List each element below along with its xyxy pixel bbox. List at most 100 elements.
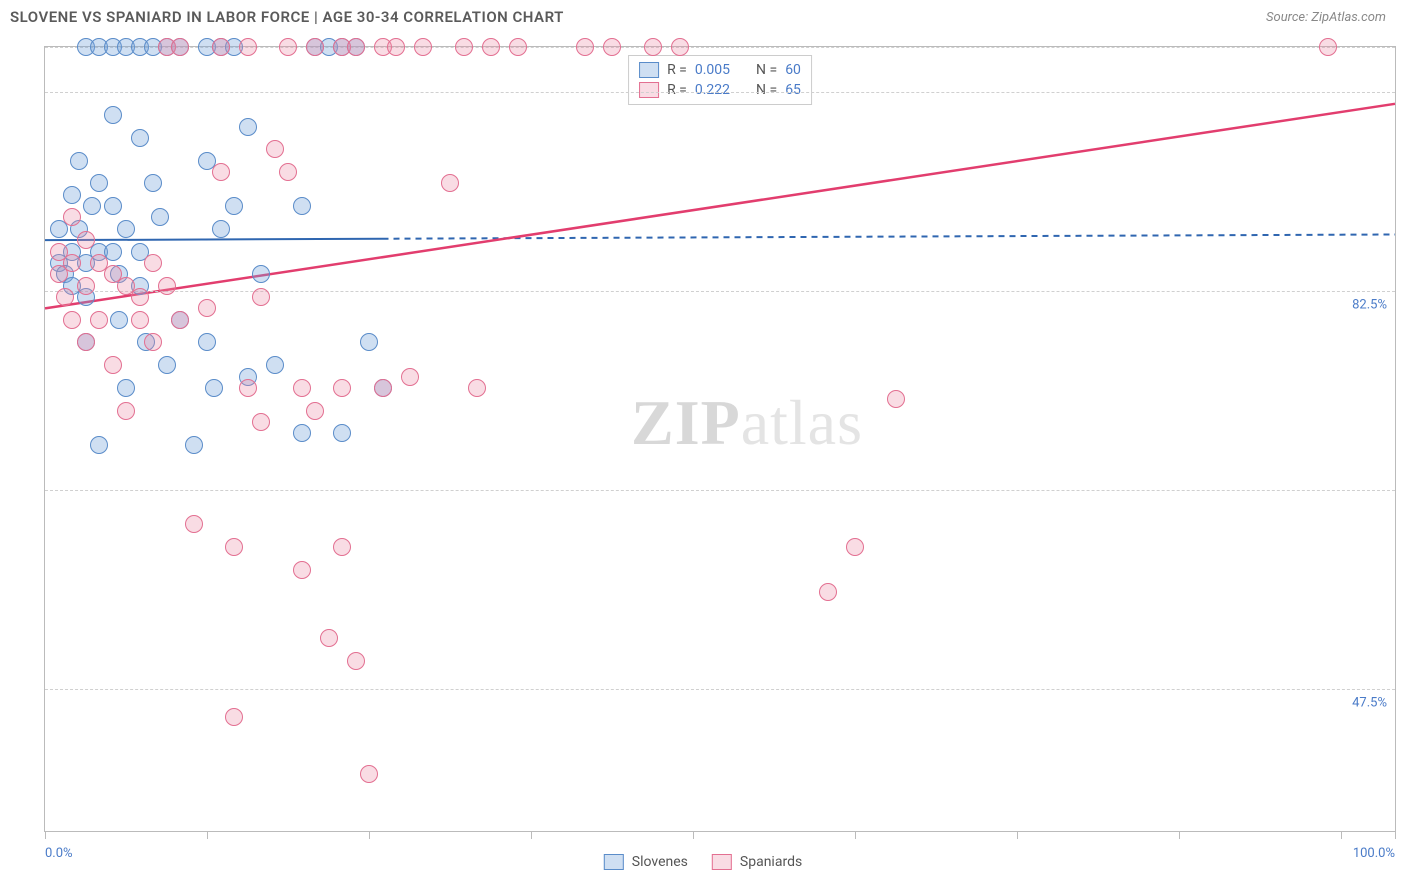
data-point	[846, 538, 864, 556]
data-point	[347, 652, 365, 670]
data-point	[279, 38, 297, 56]
watermark-bold: ZIP	[631, 387, 741, 458]
data-point	[117, 379, 135, 397]
data-point	[104, 106, 122, 124]
chart-title: SLOVENE VS SPANIARD IN LABOR FORCE | AGE…	[10, 8, 564, 26]
data-point	[306, 38, 324, 56]
gridline	[45, 291, 1395, 292]
trend-line-dashed	[383, 234, 1396, 238]
data-point	[239, 118, 257, 136]
data-point	[509, 38, 527, 56]
source-attribution: Source: ZipAtlas.com	[1266, 10, 1386, 25]
data-point	[887, 390, 905, 408]
data-point	[83, 197, 101, 215]
data-point	[306, 402, 324, 420]
data-point	[151, 208, 169, 226]
data-point	[117, 220, 135, 238]
y-tick-label: 47.5%	[1352, 695, 1387, 710]
data-point	[205, 379, 223, 397]
x-tick	[1179, 831, 1180, 839]
data-point	[374, 379, 392, 397]
x-tick	[207, 831, 208, 839]
x-tick	[45, 831, 46, 839]
data-point	[104, 197, 122, 215]
data-point	[77, 277, 95, 295]
data-point	[131, 129, 149, 147]
data-point	[198, 299, 216, 317]
data-point	[104, 356, 122, 374]
legend-label: Spaniards	[740, 854, 802, 870]
header: SLOVENE VS SPANIARD IN LABOR FORCE | AGE…	[0, 0, 1406, 34]
data-point	[333, 538, 351, 556]
legend-swatch	[639, 82, 659, 98]
legend-item: Slovenes	[604, 854, 688, 870]
x-tick	[855, 831, 856, 839]
data-point	[144, 254, 162, 272]
data-point	[90, 311, 108, 329]
data-point	[77, 333, 95, 351]
x-tick	[531, 831, 532, 839]
watermark: ZIPatlas	[631, 386, 863, 460]
data-point	[171, 311, 189, 329]
data-point	[212, 163, 230, 181]
plot-svg	[45, 47, 1395, 831]
x-tick-label: 100.0%	[1353, 846, 1395, 861]
legend-swatch	[639, 62, 659, 78]
data-point	[819, 583, 837, 601]
data-point	[56, 288, 74, 306]
data-point	[293, 561, 311, 579]
data-point	[671, 38, 689, 56]
data-point	[185, 436, 203, 454]
data-point	[401, 368, 419, 386]
trend-line	[45, 239, 383, 240]
data-point	[63, 208, 81, 226]
data-point	[455, 38, 473, 56]
data-point	[117, 402, 135, 420]
data-point	[576, 38, 594, 56]
data-point	[110, 311, 128, 329]
data-point	[239, 379, 257, 397]
legend-row: R = 0.222N =65	[639, 80, 801, 100]
data-point	[239, 38, 257, 56]
legend-row: R =0.005N =60	[639, 60, 801, 80]
legend-n-label: N =	[756, 82, 777, 98]
x-tick	[693, 831, 694, 839]
data-point	[158, 356, 176, 374]
gridline	[45, 92, 1395, 93]
y-tick-label: 82.5%	[1352, 298, 1387, 313]
data-point	[468, 379, 486, 397]
data-point	[293, 424, 311, 442]
legend-r-value: 0.005	[695, 62, 730, 78]
legend-label: Slovenes	[632, 854, 688, 870]
x-tick	[1017, 831, 1018, 839]
data-point	[266, 140, 284, 158]
data-point	[77, 231, 95, 249]
data-point	[360, 765, 378, 783]
x-tick	[1341, 831, 1342, 839]
data-point	[90, 436, 108, 454]
data-point	[63, 254, 81, 272]
data-point	[347, 38, 365, 56]
legend-item: Spaniards	[712, 854, 802, 870]
data-point	[185, 515, 203, 533]
data-point	[603, 38, 621, 56]
gridline	[45, 490, 1395, 491]
data-point	[70, 152, 88, 170]
gridline	[45, 689, 1395, 690]
legend-n-value: 60	[785, 62, 801, 78]
data-point	[225, 538, 243, 556]
data-point	[644, 38, 662, 56]
legend-r-label: R =	[667, 82, 687, 98]
data-point	[279, 163, 297, 181]
data-point	[63, 311, 81, 329]
data-point	[63, 186, 81, 204]
data-point	[212, 38, 230, 56]
data-point	[158, 277, 176, 295]
data-point	[144, 174, 162, 192]
data-point	[387, 38, 405, 56]
data-point	[441, 174, 459, 192]
x-tick	[369, 831, 370, 839]
data-point	[212, 220, 230, 238]
data-point	[293, 197, 311, 215]
data-point	[171, 38, 189, 56]
